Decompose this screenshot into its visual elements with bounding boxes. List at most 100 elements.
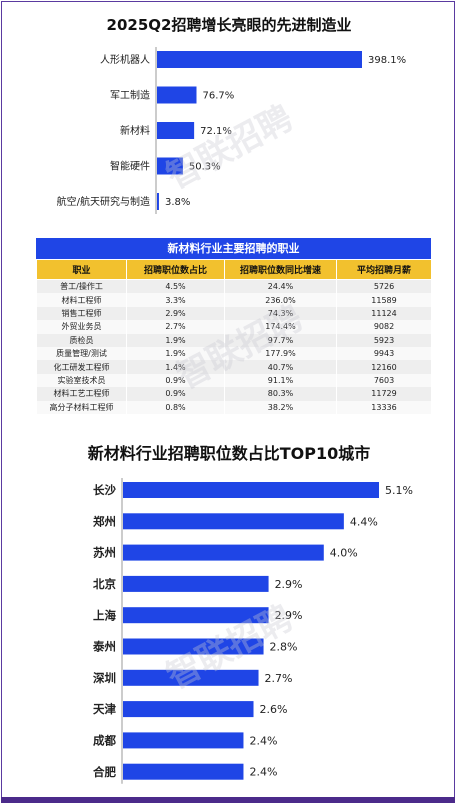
cell-growth: 236.0% — [224, 293, 337, 307]
chart2-bar — [123, 575, 269, 592]
chart1-bar — [157, 193, 159, 210]
table-row: 质检员 1.9% 97.7% 5923 — [36, 333, 432, 347]
chart2-value-label: 2.4% — [249, 734, 277, 747]
chart2-category-label: 北京 — [93, 577, 116, 591]
cell-growth: 24.4% — [224, 279, 337, 294]
chart2-bar — [123, 669, 259, 686]
cell-growth: 74.3% — [224, 306, 337, 321]
chart2-category-label: 合肥 — [93, 765, 116, 779]
cell-share: 2.9% — [126, 306, 225, 321]
column-header-job: 职业 — [36, 259, 127, 280]
chart2-category-label: 天津 — [93, 702, 116, 716]
cell-salary: 11729 — [336, 387, 432, 401]
cell-salary: 11124 — [336, 306, 432, 321]
chart1-bar — [157, 51, 362, 68]
chart1-value-label: 76.7% — [202, 91, 234, 102]
chart2-bar — [123, 638, 264, 655]
cell-share: 1.4% — [126, 360, 225, 374]
cell-growth: 40.7% — [224, 360, 337, 374]
cell-salary: 5923 — [336, 333, 432, 347]
cell-salary: 9082 — [336, 320, 432, 334]
table-row: 材料工程师 3.3% 236.0% 11589 — [36, 293, 432, 307]
chart2-bar — [123, 482, 379, 498]
column-header-salary: 平均招聘月薪 — [336, 259, 432, 280]
chart2-value-label: 4.0% — [330, 547, 358, 560]
cell-share: 1.9% — [126, 333, 225, 347]
table-row: 销售工程师 2.9% 74.3% 11124 — [36, 306, 432, 321]
cell-salary: 5726 — [336, 279, 432, 294]
cell-share: 1.9% — [126, 346, 225, 361]
chart1-bar — [157, 122, 195, 139]
chart2-value-label: 2.9% — [275, 578, 303, 591]
page-frame-bottom-bar — [1, 797, 455, 803]
chart2-bar — [123, 513, 344, 530]
cell-share: 4.5% — [126, 279, 225, 294]
column-header-share: 招聘职位数占比 — [126, 259, 225, 280]
chart2-category-label: 长沙 — [93, 483, 116, 497]
chart2-value-label: 2.6% — [260, 703, 288, 716]
cell-share: 0.8% — [126, 400, 225, 414]
chart2-value-label: 4.4% — [350, 515, 378, 528]
jobs-table-title: 新材料行业主要招聘的职业 — [36, 238, 431, 259]
cell-growth: 174.4% — [224, 320, 337, 334]
table-row: 外贸业务员 2.7% 174.4% 9082 — [36, 320, 432, 334]
chart2-bar — [123, 701, 254, 718]
cell-job: 销售工程师 — [36, 306, 127, 321]
cell-growth: 177.9% — [224, 346, 337, 361]
cell-job: 质检员 — [36, 333, 127, 347]
cell-job: 高分子材料工程师 — [36, 400, 127, 414]
chart2-category-label: 郑州 — [93, 514, 116, 528]
chart2-bar — [123, 732, 244, 749]
cell-job: 质量管理/测试 — [36, 346, 127, 361]
cell-salary: 11589 — [336, 293, 432, 307]
cell-growth: 38.2% — [224, 400, 337, 414]
cell-job: 材料工程师 — [36, 293, 127, 307]
chart2-value-label: 2.4% — [249, 766, 277, 779]
cell-job: 材料工艺工程师 — [36, 387, 127, 401]
table-row: 实验室技术员 0.9% 91.1% 7603 — [36, 373, 432, 388]
chart2-category-label: 泰州 — [92, 640, 116, 654]
cell-job: 外贸业务员 — [36, 320, 127, 334]
chart1-title: 2025Q2招聘增长亮眼的先进制造业 — [106, 16, 352, 34]
table-row: 材料工艺工程师 0.9% 80.3% 11729 — [36, 387, 432, 401]
jobs-table: 职业 招聘职位数占比 招聘职位数同比增速 平均招聘月薪 普工/操作工 4.5% 24… — [36, 259, 432, 414]
column-header-growth: 招聘职位数同比增速 — [224, 259, 337, 280]
table-row: 化工研发工程师 1.4% 40.7% 12160 — [36, 360, 432, 374]
chart2-title: 新材料行业招聘职位数占比TOP10城市 — [87, 444, 371, 463]
cell-share: 0.9% — [126, 387, 225, 401]
jobs-table-panel: 新材料行业主要招聘的职业 职业 招聘职位数占比 招聘职位数同比增速 平均招聘月薪… — [36, 238, 432, 414]
table-row: 高分子材料工程师 0.8% 38.2% 13336 — [36, 400, 432, 414]
table-row: 质量管理/测试 1.9% 177.9% 9943 — [36, 346, 432, 361]
chart1-category-label: 新材料 — [120, 124, 150, 137]
chart2-value-label: 5.1% — [385, 484, 413, 497]
cell-job: 化工研发工程师 — [36, 360, 127, 374]
chart2-category-label: 深圳 — [93, 671, 116, 685]
chart2-bar — [123, 544, 324, 561]
chart1-bar — [157, 86, 197, 104]
cell-job: 普工/操作工 — [36, 279, 127, 294]
chart1-value-label: 398.1% — [368, 55, 406, 66]
chart1-category-label: 人形机器人 — [100, 53, 150, 66]
table-row: 普工/操作工 4.5% 24.4% 5726 — [36, 279, 432, 294]
chart2-bar — [123, 763, 244, 780]
chart2-svg: 长沙 5.1% 郑州 4.4% 苏州 4.0% 北京 2.9% 上海 2.9% 泰州 2.8% 深圳 2.… — [92, 478, 413, 784]
cell-share: 3.3% — [126, 293, 225, 307]
chart1-value-label: 50.3% — [189, 162, 221, 173]
cell-job: 实验室技术员 — [36, 373, 127, 388]
cell-share: 0.9% — [126, 373, 225, 388]
cell-salary: 12160 — [336, 360, 432, 374]
cell-growth: 91.1% — [224, 373, 337, 388]
chart2-value-label: 2.7% — [265, 672, 293, 685]
cell-salary: 13336 — [336, 400, 432, 414]
chart2-value-label: 2.9% — [275, 609, 303, 622]
chart2-category-label: 成都 — [93, 734, 116, 748]
chart2-category-label: 上海 — [93, 608, 116, 622]
chart2-category-label: 苏州 — [93, 546, 116, 560]
chart1-svg: 人形机器人 398.1% 军工制造 76.7% 新材料 72.1% 智能硬件 50.3% 航空/… — [57, 47, 406, 214]
chart1-value-label: 72.1% — [200, 126, 232, 137]
chart2-bar — [123, 607, 269, 624]
cell-growth: 80.3% — [224, 387, 337, 401]
jobs-table-header-row: 职业 招聘职位数占比 招聘职位数同比增速 平均招聘月薪 — [36, 259, 432, 280]
chart1-category-label: 智能硬件 — [110, 160, 150, 173]
chart1-bar — [157, 157, 183, 175]
